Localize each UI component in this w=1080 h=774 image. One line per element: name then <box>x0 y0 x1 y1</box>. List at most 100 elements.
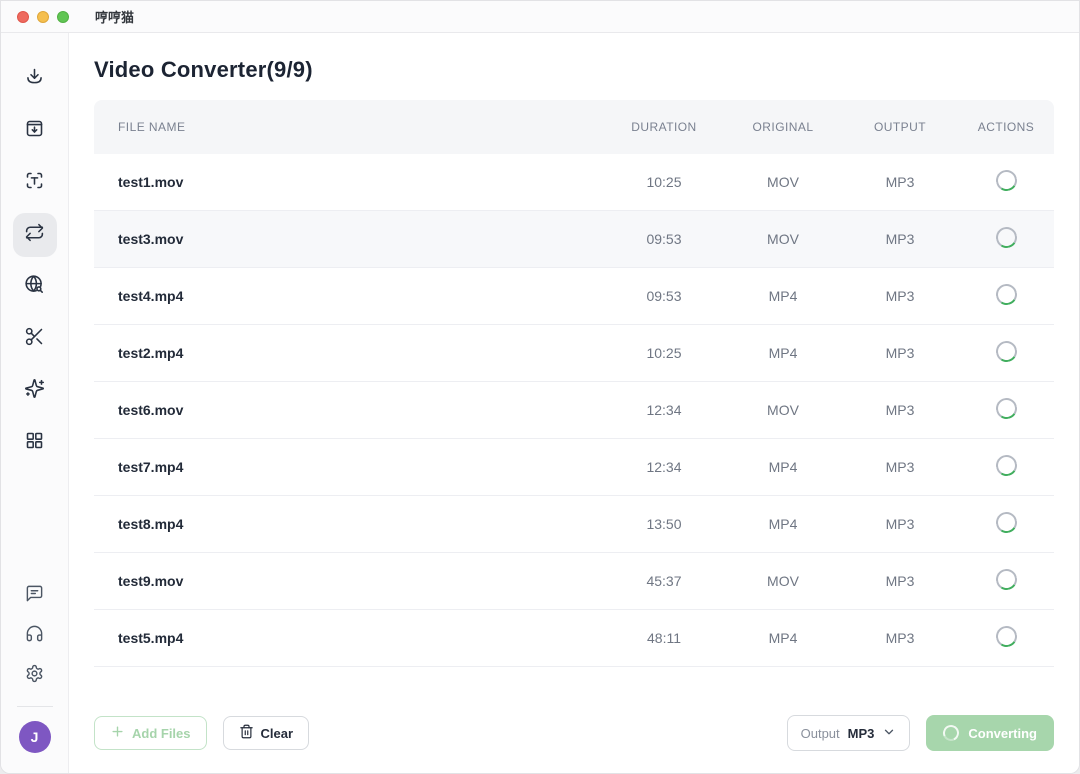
zoom-window-button[interactable] <box>57 10 69 23</box>
minimize-window-button[interactable] <box>37 10 49 23</box>
output-format-select[interactable]: Output MP3 <box>786 715 911 751</box>
file-name-cell: test2.mp4 <box>118 345 184 361</box>
avatar[interactable]: J <box>18 721 51 753</box>
output-select-label: Output <box>800 725 840 741</box>
column-header-filename: FILE NAME <box>118 120 186 134</box>
globe-search-icon <box>24 274 45 300</box>
actions-cell <box>958 396 1054 422</box>
conversion-progress-spinner[interactable] <box>993 510 1019 535</box>
archive-download-icon <box>24 118 45 144</box>
file-name-cell: test6.mov <box>118 402 184 418</box>
output-format-cell: MP3 <box>885 288 915 304</box>
table-row[interactable]: test3.mov 09:53 MOV MP3 <box>94 211 1054 268</box>
footer-toolbar: Add Files Clear Output MP3 Converting <box>94 715 1054 751</box>
sidebar: J <box>1 33 69 773</box>
duration-cell: 09:53 <box>646 288 682 304</box>
traffic-lights <box>17 10 69 23</box>
download-icon <box>24 66 45 92</box>
sidebar-item-web-search[interactable] <box>13 265 57 309</box>
sparkles-icon <box>24 378 45 404</box>
file-name-cell: test1.mov <box>118 174 184 190</box>
sidebar-item-settings[interactable] <box>19 660 51 692</box>
output-format-cell: MP3 <box>885 630 915 646</box>
grid-icon <box>24 430 45 456</box>
duration-cell: 12:34 <box>646 402 682 418</box>
output-format-cell: MP3 <box>885 573 915 589</box>
chat-bubble-icon <box>25 584 44 608</box>
column-header-duration: DURATION <box>631 120 697 134</box>
scissors-icon <box>24 326 45 352</box>
conversion-progress-spinner[interactable] <box>993 225 1019 250</box>
table-row[interactable]: test2.mp4 10:25 MP4 MP3 <box>94 325 1054 382</box>
original-format-cell: MP4 <box>768 516 798 532</box>
output-format-cell: MP3 <box>885 516 915 532</box>
actions-cell <box>958 339 1054 365</box>
conversion-progress-spinner[interactable] <box>993 453 1019 478</box>
chevron-down-icon <box>882 725 896 742</box>
table-row[interactable]: test8.mp4 13:50 MP4 MP3 <box>94 496 1054 553</box>
gear-icon <box>25 664 44 688</box>
trash-icon <box>239 724 254 742</box>
sidebar-item-archive-download[interactable] <box>13 109 57 153</box>
repeat-icon <box>24 222 45 248</box>
sidebar-item-ai-tools[interactable] <box>13 369 57 413</box>
conversion-progress-spinner[interactable] <box>993 282 1019 307</box>
original-format-cell: MP4 <box>768 459 798 475</box>
duration-cell: 10:25 <box>646 174 682 190</box>
output-format-cell: MP3 <box>885 231 915 247</box>
add-files-label: Add Files <box>132 725 191 741</box>
column-header-original: ORIGINAL <box>752 120 814 134</box>
table-row[interactable]: test7.mp4 12:34 MP4 MP3 <box>94 439 1054 496</box>
sidebar-item-cut[interactable] <box>13 317 57 361</box>
table-row[interactable]: test4.mp4 09:53 MP4 MP3 <box>94 268 1054 325</box>
sidebar-item-download[interactable] <box>13 57 57 101</box>
table-row[interactable]: test5.mp4 48:11 MP4 MP3 <box>94 610 1054 667</box>
output-format-cell: MP3 <box>885 459 915 475</box>
table-row[interactable]: test1.mov 10:25 MOV MP3 <box>94 154 1054 211</box>
actions-cell <box>958 225 1054 251</box>
actions-cell <box>958 282 1054 308</box>
close-window-button[interactable] <box>17 10 29 23</box>
converting-spinner-icon <box>941 722 962 744</box>
original-format-cell: MOV <box>767 174 799 190</box>
file-name-cell: test8.mp4 <box>118 516 184 532</box>
output-format-cell: MP3 <box>885 174 915 190</box>
clear-button[interactable]: Clear <box>222 716 310 750</box>
output-format-cell: MP3 <box>885 345 915 361</box>
duration-cell: 48:11 <box>647 630 681 646</box>
sidebar-item-text-scan[interactable] <box>13 161 57 205</box>
sidebar-item-feedback[interactable] <box>19 580 51 612</box>
conversion-progress-spinner[interactable] <box>993 396 1019 421</box>
table-row[interactable]: test6.mov 12:34 MOV MP3 <box>94 382 1054 439</box>
page-title: Video Converter(9/9) <box>94 57 313 82</box>
file-name-cell: test5.mp4 <box>118 630 184 646</box>
column-header-actions: ACTIONS <box>977 120 1035 134</box>
original-format-cell: MOV <box>767 231 799 247</box>
conversion-progress-spinner[interactable] <box>993 624 1019 649</box>
file-name-cell: test9.mov <box>118 573 184 589</box>
column-header-output: OUTPUT <box>873 120 927 134</box>
duration-cell: 09:53 <box>646 231 682 247</box>
original-format-cell: MP4 <box>768 345 798 361</box>
table-body: test1.mov 10:25 MOV MP3 test3.mov 09:53 … <box>94 154 1054 667</box>
duration-cell: 10:25 <box>646 345 682 361</box>
sidebar-item-apps[interactable] <box>13 421 57 465</box>
duration-cell: 45:37 <box>646 573 682 589</box>
converting-button[interactable]: Converting <box>926 715 1054 751</box>
window-title: 哼哼猫 <box>95 10 135 25</box>
plus-icon <box>110 724 125 742</box>
sidebar-item-support[interactable] <box>19 620 51 652</box>
titlebar: 哼哼猫 <box>1 1 1079 33</box>
conversion-progress-spinner[interactable] <box>993 168 1019 193</box>
conversion-progress-spinner[interactable] <box>993 567 1019 592</box>
conversion-progress-spinner[interactable] <box>993 339 1019 364</box>
add-files-button[interactable]: Add Files <box>94 716 207 750</box>
original-format-cell: MP4 <box>768 288 798 304</box>
table-row[interactable]: test9.mov 45:37 MOV MP3 <box>94 553 1054 610</box>
duration-cell: 13:50 <box>646 516 682 532</box>
headphones-icon <box>25 624 44 648</box>
actions-cell <box>958 624 1054 650</box>
duration-cell: 12:34 <box>646 459 682 475</box>
sidebar-item-converter[interactable] <box>12 213 57 257</box>
actions-cell <box>958 510 1054 536</box>
